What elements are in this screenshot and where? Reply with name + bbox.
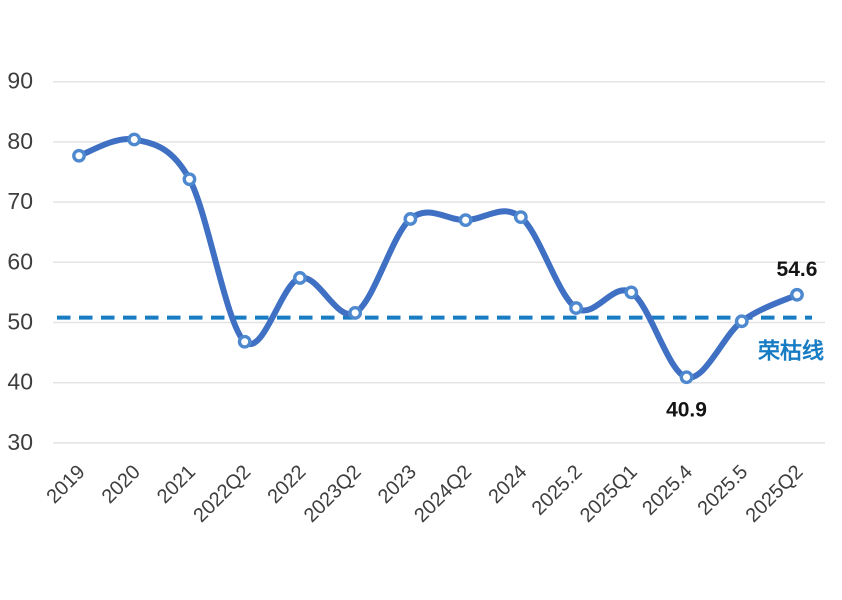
y-axis-tick-70: 70 <box>7 188 33 214</box>
x-axis-tick-2020: 2020 <box>98 461 145 508</box>
data-point-marker-2022 <box>293 271 307 285</box>
y-axis-tick-90: 90 <box>7 68 33 94</box>
x-axis-tick-2022Q2: 2022Q2 <box>189 461 255 527</box>
x-axis-tick-2024: 2024 <box>484 461 531 508</box>
data-point-marker-2023 <box>403 212 418 226</box>
series-line <box>76 135 800 381</box>
data-point-marker-2024 <box>513 210 528 225</box>
data-point-marker-2024Q2 <box>458 213 473 228</box>
reference-line-label: 荣枯线 <box>757 339 824 364</box>
x-axis-tick-2025Q1: 2025Q1 <box>576 461 642 527</box>
data-point-marker-2019 <box>72 148 86 163</box>
data-point-marker-2023Q2 <box>348 305 363 320</box>
y-axis-tick-40: 40 <box>7 369 33 395</box>
data-point-marker-2025.5 <box>734 314 749 329</box>
x-axis-tick-2024Q2: 2024Q2 <box>410 461 476 527</box>
y-axis-tick-60: 60 <box>7 248 33 274</box>
x-axis-tick-2025Q2: 2025Q2 <box>742 461 808 527</box>
y-axis-tick-30: 30 <box>7 429 33 455</box>
data-point-marker-2025Q2 <box>790 287 804 302</box>
data-point-marker-2020 <box>127 132 142 147</box>
point-value-label-54.6: 54.6 <box>777 258 818 281</box>
data-point-marker-2025Q1 <box>624 285 639 300</box>
y-axis-tick-50: 50 <box>7 309 33 335</box>
x-axis-tick-2023Q2: 2023Q2 <box>300 461 366 527</box>
x-axis-tick-2023: 2023 <box>374 461 421 508</box>
x-axis-tick-2019: 2019 <box>43 461 90 508</box>
x-axis-tick-2021: 2021 <box>153 461 200 508</box>
data-point-marker-2022Q2 <box>237 334 252 349</box>
x-axis-tick-2025.4: 2025.4 <box>638 461 697 520</box>
y-axis-tick-80: 80 <box>7 128 33 154</box>
data-point-marker-2021 <box>182 172 197 187</box>
data-point-marker-2025.4 <box>679 370 694 385</box>
x-axis-tick-2022: 2022 <box>263 461 310 508</box>
point-value-label-40.9: 40.9 <box>666 398 707 421</box>
data-point-marker-2025.2 <box>569 301 583 315</box>
